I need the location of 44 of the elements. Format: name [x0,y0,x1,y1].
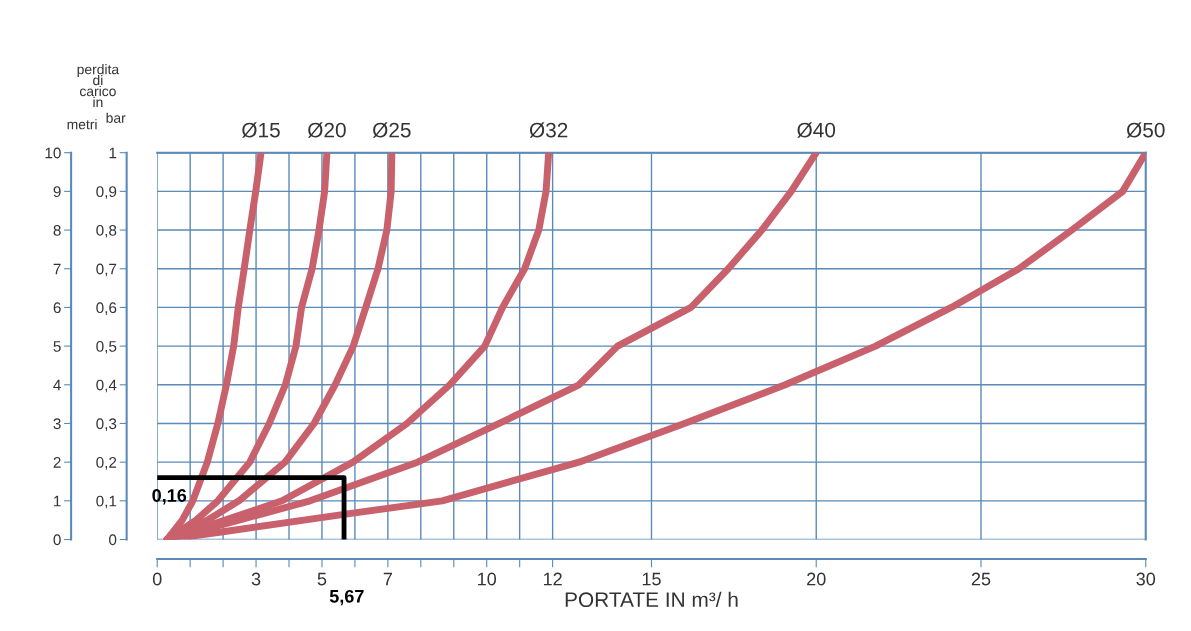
y-tick-label: 0,5 [96,340,117,354]
annotation: 5,67 [329,589,364,606]
y-tick-label: 0,3 [96,418,117,431]
y-tick-label: 1 [109,147,117,159]
x-tick-label: 15 [642,572,661,586]
x-tick-label: 3 [251,572,261,586]
y-axis-title: bar [106,112,126,123]
y-tick-label: 0,8 [96,224,117,238]
y2-tick-label: 10 [45,147,61,159]
series-label: Ø32 [529,122,568,138]
y2-tick-label: 3 [53,418,61,430]
y-tick-label: 0,2 [96,457,117,470]
y2-tick-label: 4 [53,379,61,391]
series-label: Ø15 [242,122,280,138]
y-tick-label: 0,6 [96,302,117,315]
x-tick-label: 7 [383,572,392,586]
y2-tick-label: 7 [53,263,61,275]
x-tick-label: 20 [807,572,826,586]
x-tick-label: 10 [478,572,497,586]
y2-tick-label: 2 [53,457,61,468]
y-tick-label: 0,9 [96,186,117,199]
x-tick-label: 25 [971,572,991,586]
x-tick-label: 12 [543,572,562,586]
text: metri [67,119,97,130]
series-label: Ø25 [372,122,411,138]
x-tick-label: 0 [152,572,162,586]
y2-tick-label: 8 [53,224,61,236]
y-tick-label: 0 [109,534,117,546]
x-axis-title: PORTATE IN m³/ h [565,591,738,608]
series-label: Ø40 [797,122,836,138]
series-label: Ø50 [1126,122,1165,138]
y2-tick-label: 0 [53,534,61,546]
x-tick-label: 30 [1136,572,1156,586]
text: perdita di carico in [77,64,120,107]
y2-tick-label: 5 [53,341,61,352]
y2-tick-label: 1 [54,495,61,507]
y2-tick-label: 9 [53,186,61,198]
y-tick-label: 0,1 [96,495,117,509]
series-label: Ø20 [307,122,346,138]
y-tick-label: 0,7 [96,263,117,277]
y-tick-label: 0,4 [96,379,117,393]
x-tick-label: 5 [317,572,327,586]
y2-tick-label: 6 [53,302,61,314]
annotation: 0,16 [152,489,187,505]
